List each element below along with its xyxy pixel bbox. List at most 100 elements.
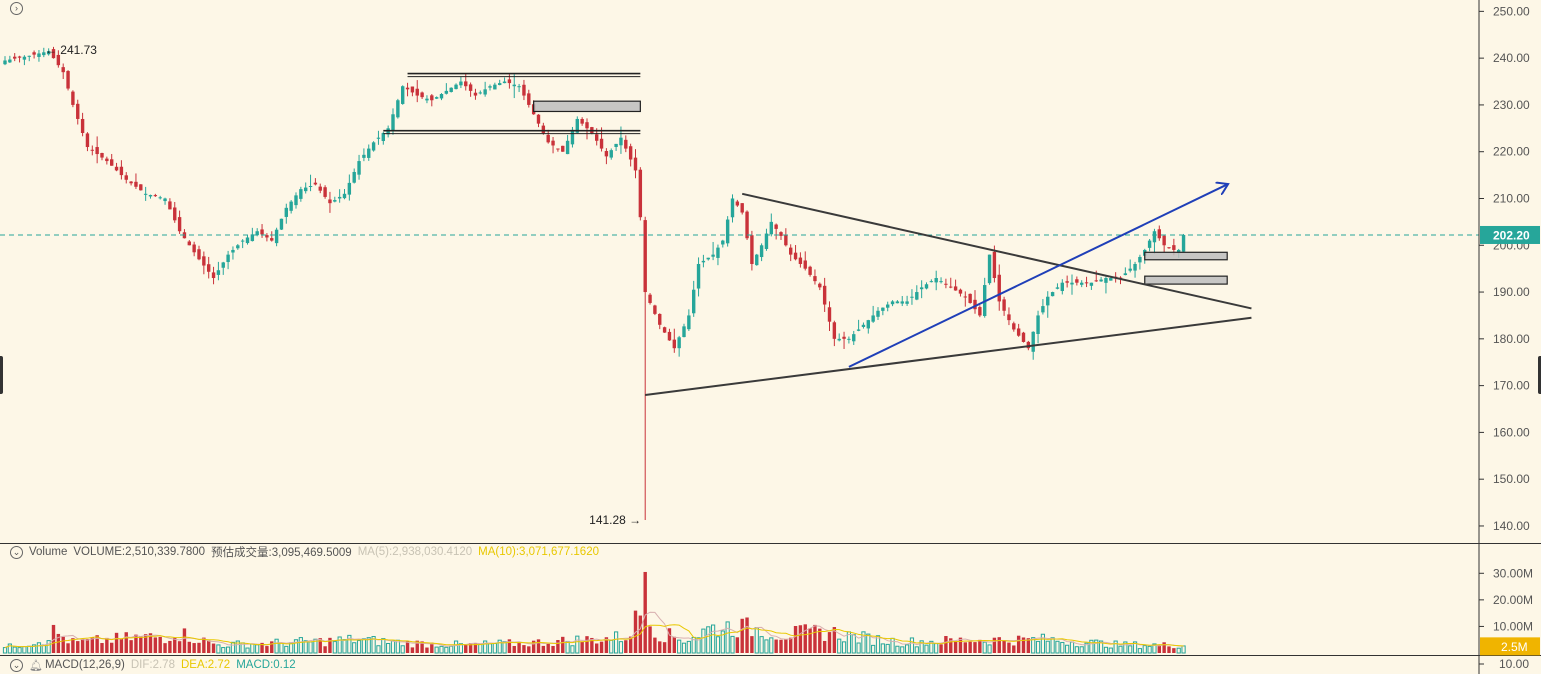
- candle-body[interactable]: [580, 118, 584, 124]
- candle-body[interactable]: [231, 249, 235, 253]
- candle-body[interactable]: [1128, 268, 1132, 271]
- chevron-down-circle-icon[interactable]: ⌄: [10, 658, 23, 672]
- candle-body[interactable]: [624, 139, 628, 149]
- candle-body[interactable]: [236, 245, 240, 249]
- candle-body[interactable]: [978, 307, 982, 316]
- trendline[interactable]: [645, 316, 1252, 396]
- candle-body[interactable]: [1012, 323, 1016, 330]
- candle-body[interactable]: [357, 161, 361, 175]
- candle-body[interactable]: [430, 95, 434, 101]
- candle-body[interactable]: [910, 296, 914, 298]
- candle-body[interactable]: [682, 326, 686, 338]
- candle-body[interactable]: [362, 154, 366, 158]
- candle-body[interactable]: [177, 217, 182, 232]
- candle-body[interactable]: [886, 304, 890, 308]
- candle-body[interactable]: [1177, 249, 1181, 254]
- candle-body[interactable]: [1007, 314, 1011, 321]
- candle-body[interactable]: [483, 89, 487, 95]
- candle-body[interactable]: [333, 200, 337, 202]
- candle-body[interactable]: [1162, 235, 1166, 246]
- candle-body[interactable]: [759, 245, 764, 258]
- candle-body[interactable]: [822, 285, 827, 305]
- candle-body[interactable]: [391, 114, 395, 131]
- candle-body[interactable]: [323, 187, 327, 197]
- candle-body[interactable]: [1133, 263, 1137, 271]
- candle-body[interactable]: [439, 94, 444, 99]
- candle-body[interactable]: [764, 233, 769, 249]
- candle-body[interactable]: [37, 53, 41, 57]
- candle-body[interactable]: [255, 231, 259, 236]
- candle-body[interactable]: [556, 148, 560, 150]
- candle-body[interactable]: [963, 296, 967, 298]
- candle-body[interactable]: [444, 90, 449, 94]
- candle-body[interactable]: [856, 329, 861, 331]
- candle-body[interactable]: [653, 305, 657, 314]
- candle-body[interactable]: [13, 56, 17, 59]
- candle-body[interactable]: [163, 198, 167, 202]
- candle-body[interactable]: [1065, 281, 1069, 283]
- candle-body[interactable]: [619, 137, 623, 146]
- candle-body[interactable]: [599, 138, 604, 149]
- candle-body[interactable]: [367, 148, 371, 158]
- candle-body[interactable]: [221, 262, 225, 268]
- candle-body[interactable]: [216, 270, 221, 275]
- candle-body[interactable]: [798, 257, 803, 264]
- candle-body[interactable]: [119, 166, 124, 176]
- candle-body[interactable]: [32, 52, 36, 55]
- candle-body[interactable]: [1046, 296, 1050, 306]
- candle-body[interactable]: [410, 86, 415, 93]
- candle-body[interactable]: [536, 114, 541, 124]
- candle-body[interactable]: [313, 182, 318, 185]
- candle-body[interactable]: [648, 294, 652, 303]
- candle-body[interactable]: [609, 150, 613, 158]
- candle-body[interactable]: [46, 51, 51, 55]
- candle-body[interactable]: [468, 84, 473, 91]
- candle-body[interactable]: [1104, 278, 1108, 283]
- candle-body[interactable]: [337, 196, 342, 199]
- candle-body[interactable]: [105, 158, 109, 162]
- candle-body[interactable]: [1138, 256, 1142, 263]
- candle-body[interactable]: [740, 203, 744, 213]
- candle-body[interactable]: [987, 254, 992, 284]
- candle-body[interactable]: [1172, 245, 1176, 250]
- candle-body[interactable]: [405, 87, 410, 90]
- volume-pane[interactable]: [2, 571, 1186, 654]
- candle-body[interactable]: [168, 201, 172, 210]
- candle-body[interactable]: [1055, 287, 1060, 289]
- candle-body[interactable]: [793, 252, 798, 260]
- candle-body[interactable]: [711, 254, 715, 257]
- candle-body[interactable]: [1089, 282, 1094, 286]
- candle-body[interactable]: [143, 193, 148, 195]
- candle-body[interactable]: [27, 55, 31, 57]
- candle-body[interactable]: [415, 88, 419, 96]
- candle-body[interactable]: [512, 84, 516, 87]
- candle-body[interactable]: [924, 284, 929, 289]
- candle-body[interactable]: [585, 122, 589, 129]
- candle-body[interactable]: [1075, 279, 1079, 283]
- candle-body[interactable]: [755, 254, 759, 266]
- candle-body[interactable]: [240, 240, 245, 242]
- candle-body[interactable]: [153, 195, 158, 197]
- candle-body[interactable]: [628, 146, 633, 160]
- candle-body[interactable]: [900, 301, 904, 304]
- candle-body[interactable]: [658, 313, 662, 325]
- candle-body[interactable]: [308, 186, 313, 188]
- candle-body[interactable]: [1026, 341, 1031, 349]
- candle-body[interactable]: [667, 331, 672, 341]
- candle-body[interactable]: [638, 169, 643, 218]
- candle-body[interactable]: [575, 118, 579, 133]
- candle-body[interactable]: [100, 152, 104, 158]
- right-drag-handle[interactable]: [1538, 356, 1541, 394]
- candle-body[interactable]: [1181, 234, 1186, 252]
- candle-body[interactable]: [614, 143, 618, 147]
- price-pane[interactable]: ← 241.73 141.28 →: [0, 43, 1479, 527]
- candle-body[interactable]: [1080, 282, 1084, 285]
- chevron-right-circle-icon[interactable]: ›: [10, 2, 23, 15]
- candle-body[interactable]: [861, 324, 866, 327]
- candle-body[interactable]: [973, 299, 977, 310]
- candle-body[interactable]: [17, 56, 22, 58]
- candle-body[interactable]: [808, 266, 812, 275]
- candle-body[interactable]: [881, 307, 885, 311]
- candle-body[interactable]: [459, 81, 463, 86]
